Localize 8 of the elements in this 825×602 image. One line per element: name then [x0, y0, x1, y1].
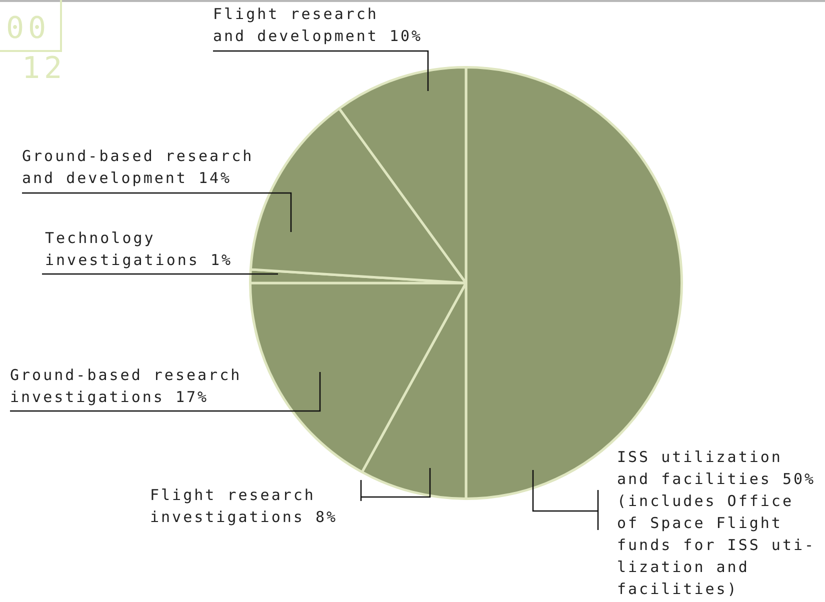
slice-label: Technology investigations 1% — [45, 229, 233, 269]
slice-label: ISS utilization and facilities 50% — [617, 448, 816, 488]
slice-label: Ground-based research and development 14% — [22, 147, 254, 187]
slice-label: Flight research and development 10% — [213, 5, 423, 45]
text: (includes Office of Space Flight funds for ISS uti- lization and facilities) — [617, 492, 816, 598]
slice-label: Ground-based research investigations 17% — [10, 366, 242, 406]
text: 00 12 — [6, 11, 66, 86]
slice-label: Flight research investigations 8% — [150, 486, 338, 526]
